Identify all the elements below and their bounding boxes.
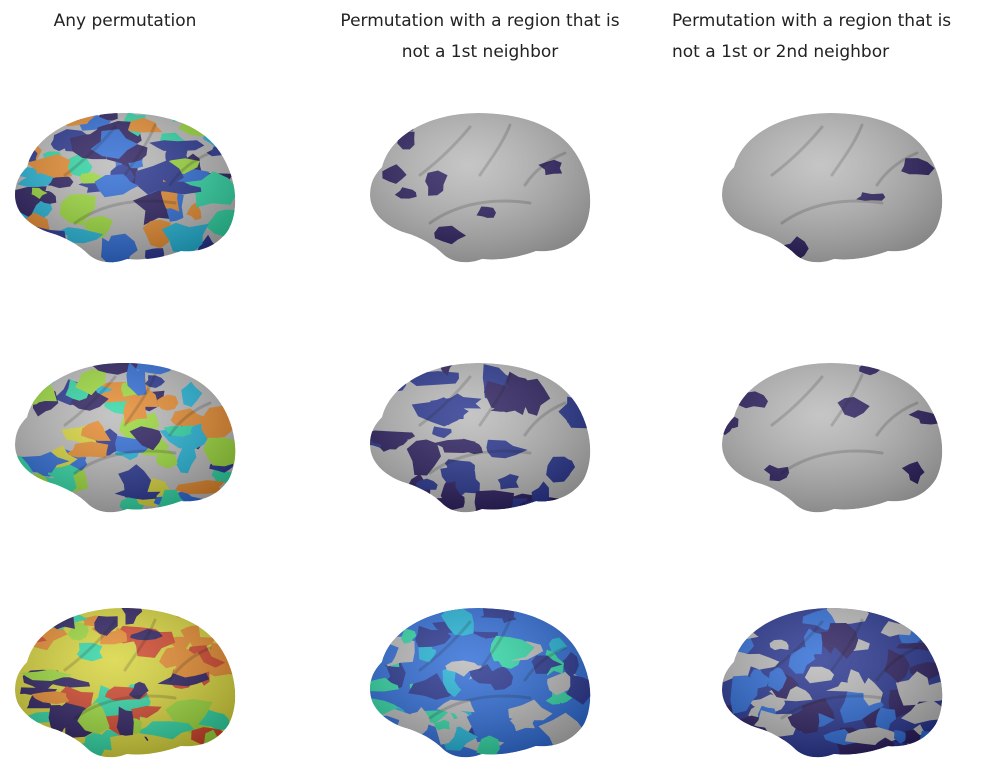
brain-shading: [15, 113, 235, 262]
parcel-patch: [207, 116, 230, 130]
parcel-patch: [173, 111, 197, 122]
column-title-line: Permutation with a region that is: [322, 6, 638, 37]
column-title-line: not a 1st neighbor: [322, 37, 638, 68]
parcel-patch: [14, 608, 41, 629]
column-title-not-1st-or-2nd-neighbor: Permutation with a region that is not a …: [668, 6, 1006, 68]
parcel-patch: [174, 252, 220, 265]
brain-surface-r3-c1: [5, 600, 240, 760]
brain-shading: [722, 608, 942, 757]
parcel-patch: [5, 355, 53, 371]
parcel-patch: [8, 727, 32, 760]
parcel-patch: [12, 602, 67, 622]
brain-shading: [370, 363, 590, 512]
brain-shading: [370, 608, 590, 757]
column-title-line: Any permutation: [0, 6, 250, 37]
brain-shading: [370, 113, 590, 262]
parcel-patch: [360, 108, 386, 126]
brain-surface-r1-c2: [360, 105, 595, 265]
parcel-patch: [737, 727, 754, 737]
parcel-patch: [199, 742, 230, 758]
parcel-patch: [565, 601, 586, 626]
parcel-patch: [366, 368, 392, 382]
parcel-patch: [13, 486, 42, 515]
parcel-patch: [14, 375, 34, 388]
brain-shading: [15, 608, 235, 757]
brain-surface-r2-c2: [360, 355, 595, 515]
parcel-patch: [206, 601, 240, 623]
brain-shading: [722, 113, 942, 262]
parcel-patch: [15, 630, 35, 647]
column-title-any-permutation: Any permutation: [0, 6, 250, 37]
parcel-patch: [29, 727, 58, 740]
column-title-not-1st-neighbor: Permutation with a region that is not a …: [322, 6, 638, 68]
parcel-patch: [913, 601, 942, 630]
brain-shading: [15, 363, 235, 512]
parcel-patch: [362, 135, 388, 146]
brain-surface-r1-c3: [712, 105, 947, 265]
parcel-patch: [14, 228, 27, 240]
parcel-patch: [360, 733, 393, 753]
brain-surface-r1-c1: [5, 105, 240, 265]
parcel-patch: [9, 478, 33, 499]
brain-surface-r2-c1: [5, 355, 240, 515]
parcel-patch: [368, 728, 401, 752]
brain-surface-r3-c2: [360, 600, 595, 760]
parcel-patch: [713, 621, 742, 639]
parcel-patch: [896, 117, 918, 128]
column-title-line: Permutation with a region that is: [668, 6, 1006, 37]
brain-surface-r2-c3: [712, 355, 947, 515]
parcel-patch: [214, 389, 232, 397]
brain-shading: [722, 363, 942, 512]
brain-surface-r3-c3: [712, 600, 947, 760]
parcel-patch: [910, 607, 937, 622]
column-title-line: not a 1st or 2nd neighbor: [668, 37, 1006, 68]
parcel-patch: [8, 234, 54, 265]
parcel-patch: [5, 355, 38, 384]
